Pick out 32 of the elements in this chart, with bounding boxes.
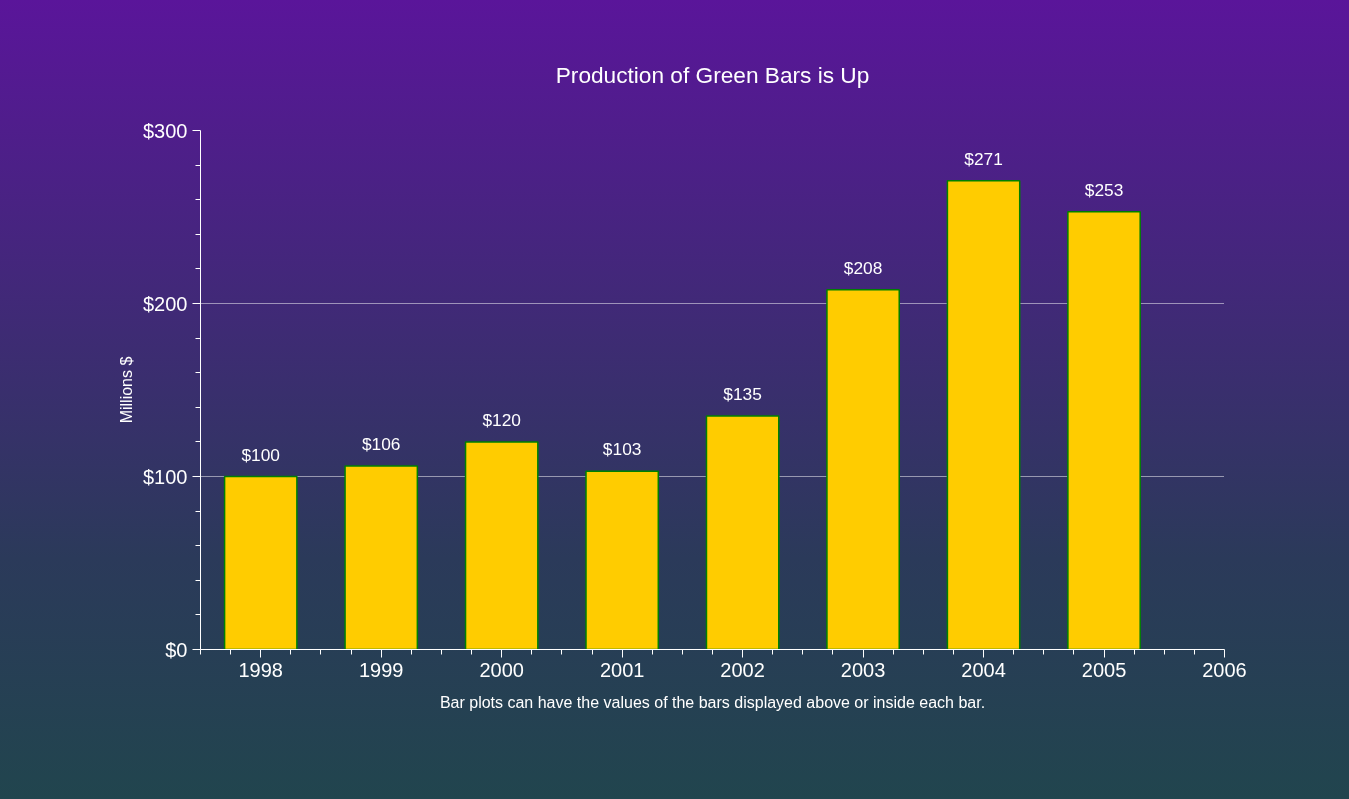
y-tick-label: $100 xyxy=(143,465,188,488)
text: Bar plots can have the values of the bars displayed above or inside each bar. xyxy=(439,694,986,711)
bar xyxy=(344,465,419,650)
bar xyxy=(464,441,539,650)
x-tick-label: 2003 xyxy=(840,658,886,681)
bar xyxy=(705,415,780,650)
data-label: $253 xyxy=(1084,179,1124,200)
data-label: $135 xyxy=(723,383,762,404)
bar xyxy=(946,179,1021,650)
bar xyxy=(223,475,298,650)
x-tick-label: 2004 xyxy=(961,658,1006,681)
bar xyxy=(585,470,660,650)
data-label: $120 xyxy=(482,409,521,430)
y-tick-label: $0 xyxy=(165,638,188,661)
bar xyxy=(826,288,900,650)
data-label: $208 xyxy=(843,257,883,278)
y-tick-label: $300 xyxy=(143,119,188,142)
x-tick-label: 1998 xyxy=(238,658,283,681)
x-tick-label: 2002 xyxy=(720,658,765,681)
data-label: $106 xyxy=(361,434,401,455)
data-label: $103 xyxy=(602,439,642,460)
y-tick-label: $200 xyxy=(143,292,188,315)
x-tick-label: 1999 xyxy=(358,658,404,681)
data-label: $100 xyxy=(241,444,281,465)
bar xyxy=(1067,211,1141,650)
x-tick-label: 2001 xyxy=(599,658,645,681)
x-tick-label: 2005 xyxy=(1081,658,1127,681)
x-tick-label: 2006 xyxy=(1202,658,1247,681)
y-axis-title: Millions $ xyxy=(118,356,136,424)
data-label: $271 xyxy=(964,148,1003,169)
x-tick-label: 2000 xyxy=(479,658,524,681)
chart-title: Production of Green Bars is Up xyxy=(555,62,870,88)
